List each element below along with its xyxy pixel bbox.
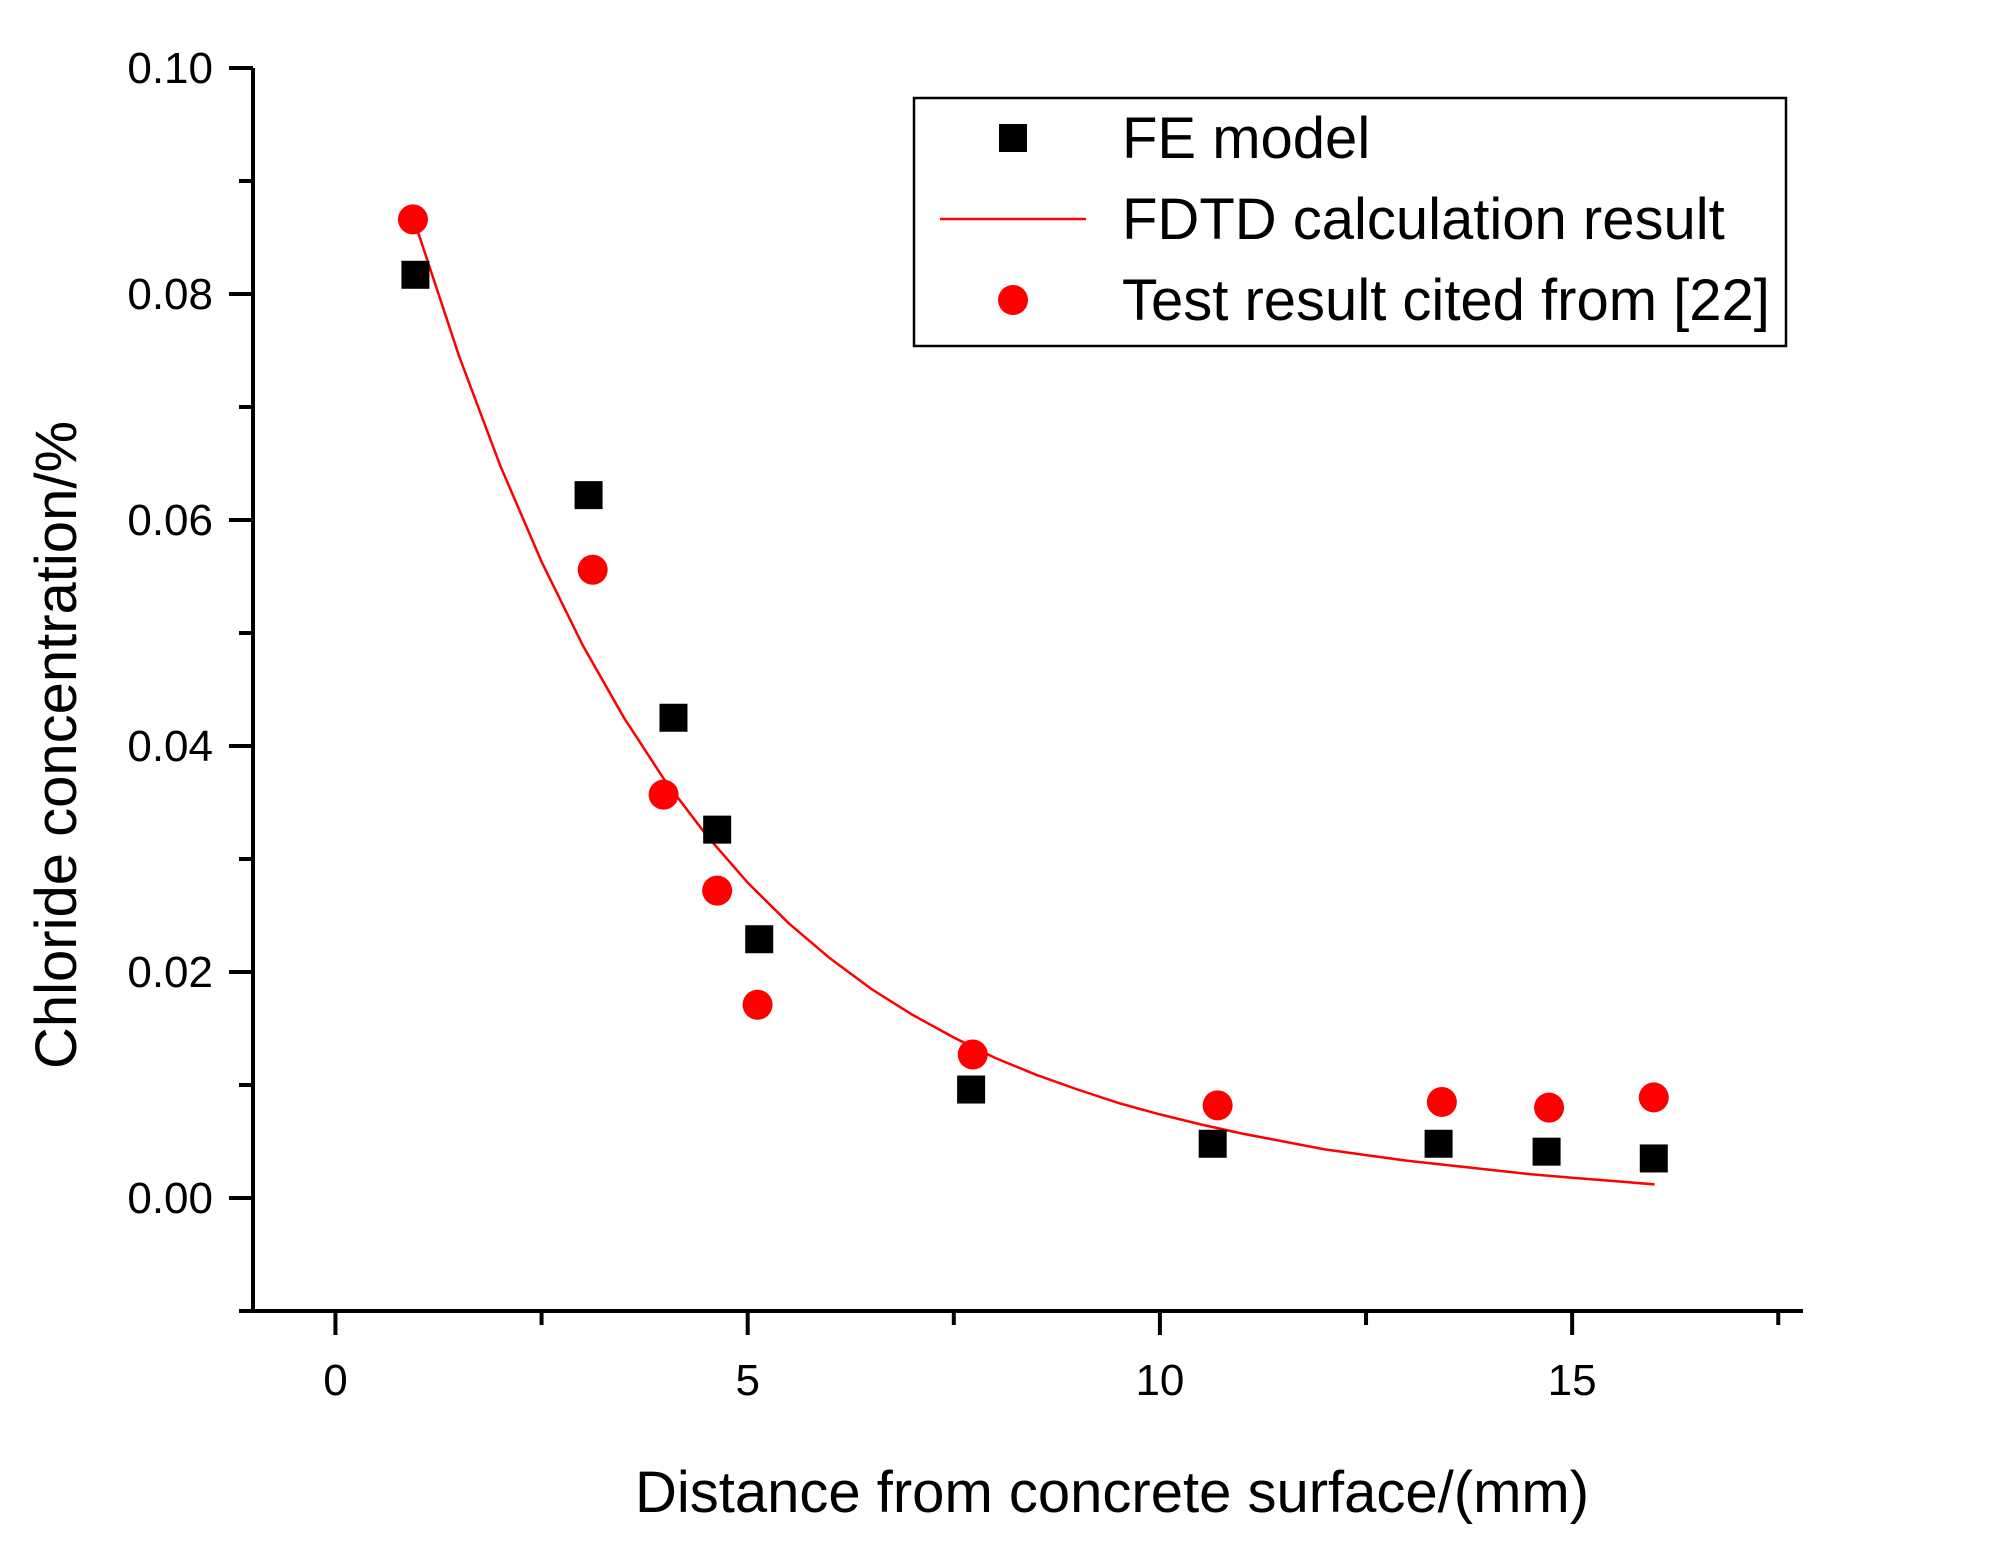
- test-result-point: [1202, 1090, 1233, 1121]
- curve-layer: [416, 231, 1655, 1186]
- test-result-point: [648, 779, 679, 810]
- legend-label: FE model: [1122, 106, 1370, 171]
- x-tick-label: 5: [735, 1356, 759, 1405]
- x-tick-label: 0: [323, 1356, 347, 1405]
- fe-model-point: [401, 260, 430, 289]
- series-fdtd-line: [416, 231, 1655, 1186]
- test-result-point: [742, 989, 773, 1020]
- test-result-point: [397, 204, 428, 235]
- test-result-point: [1426, 1086, 1457, 1117]
- y-tick-label: 0.00: [127, 1174, 213, 1223]
- legend-square-swatch: [999, 124, 1027, 152]
- y-axis-title: Chloride concentration/%: [24, 421, 89, 1069]
- fe-model-point: [659, 703, 688, 732]
- legend-circle-swatch: [998, 285, 1028, 315]
- fe-model-point: [745, 925, 774, 954]
- test-result-point: [577, 554, 608, 585]
- test-result-point: [1638, 1082, 1669, 1113]
- y-tick-label: 0.04: [127, 722, 213, 771]
- fe-model-point: [574, 481, 603, 510]
- y-tick-label: 0.10: [127, 44, 213, 93]
- legend-label: FDTD calculation result: [1122, 187, 1725, 252]
- legend: FE model FDTD calculation result Test resu…: [912, 96, 1788, 348]
- y-tick-label: 0.06: [127, 496, 213, 545]
- test-result-point: [957, 1039, 988, 1070]
- y-tick-label: 0.08: [127, 270, 213, 319]
- fe-model-point: [1424, 1129, 1453, 1158]
- y-tick-label: 0.02: [127, 948, 213, 997]
- legend-label: Test result cited from [22]: [1122, 268, 1770, 333]
- fe-model-point: [1639, 1144, 1668, 1173]
- fe-model-point: [703, 815, 732, 844]
- fe-model-point: [957, 1075, 986, 1104]
- fe-model-point: [1198, 1129, 1227, 1158]
- test-result-point: [1534, 1092, 1565, 1123]
- x-tick-label: 15: [1548, 1356, 1597, 1405]
- axes-layer: 0.00 0.02 0.04 0.06 0.08 0.10 0 5 10 15: [127, 44, 1803, 1405]
- fe-model-point: [1532, 1137, 1561, 1166]
- marker-layer: [397, 204, 1669, 1173]
- x-tick-label: 10: [1135, 1356, 1184, 1405]
- legend-box: [912, 96, 1788, 348]
- test-result-point: [702, 875, 733, 906]
- x-axis-title: Distance from concrete surface/(mm): [635, 1460, 1589, 1525]
